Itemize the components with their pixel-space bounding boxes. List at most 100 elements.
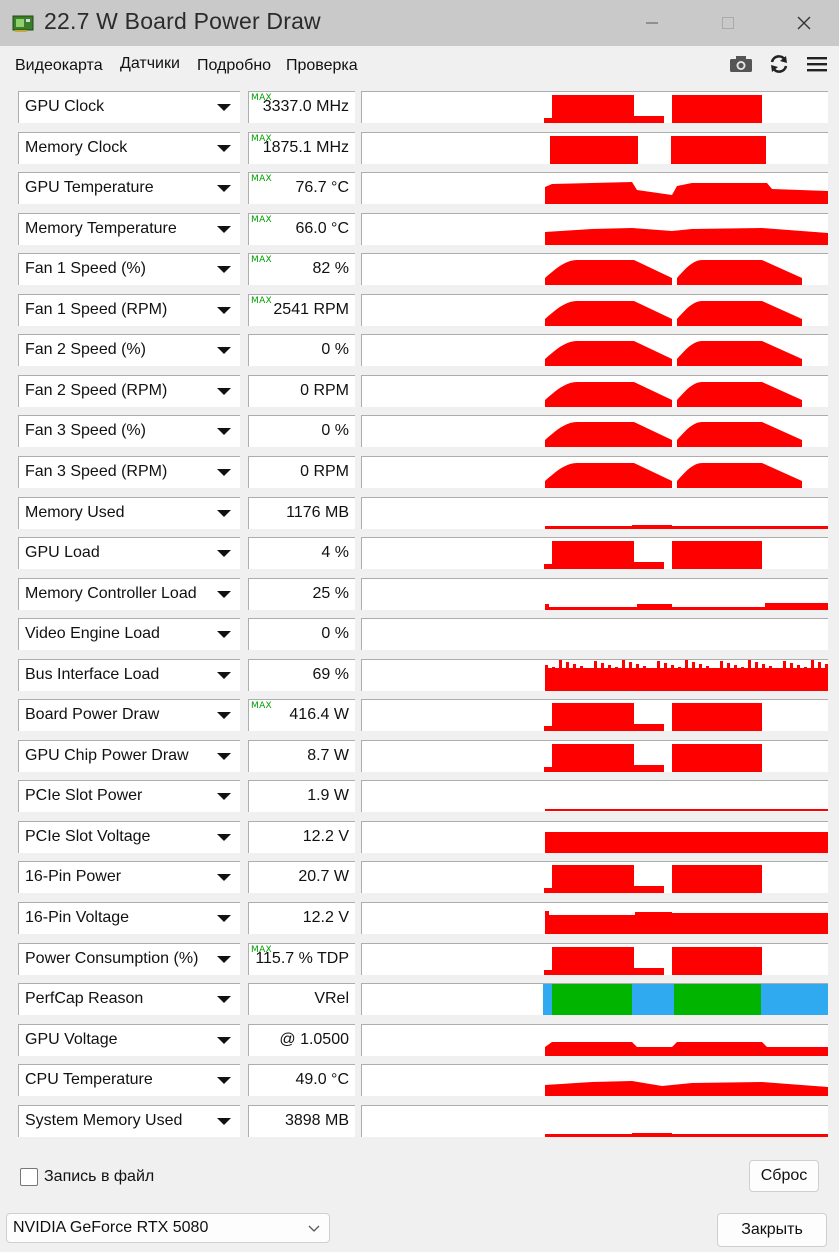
sensor-name-dropdown[interactable]: Fan 3 Speed (%) <box>18 415 240 448</box>
graph-segment <box>634 116 664 123</box>
sensor-value-box[interactable]: MAX 3337.0 MHz <box>248 91 355 123</box>
sensor-name: GPU Load <box>25 544 100 562</box>
sensor-name-dropdown[interactable]: Memory Used <box>18 496 240 529</box>
sensor-name-dropdown[interactable]: System Memory Used <box>18 1104 240 1137</box>
graph-segment <box>672 703 762 732</box>
sensor-name: Power Consumption (%) <box>25 949 199 967</box>
sensor-name-dropdown[interactable]: Fan 1 Speed (%) <box>18 253 240 286</box>
log-to-file-checkbox[interactable] <box>20 1168 38 1186</box>
graph-segment <box>544 118 554 123</box>
maximize-button[interactable] <box>698 0 758 46</box>
menu-icon[interactable] <box>803 52 831 76</box>
perfcap-pwr-segment <box>552 984 632 1016</box>
graph-segment <box>672 946 762 975</box>
sensor-value-box[interactable]: 4 % <box>248 537 355 570</box>
sensor-name-dropdown[interactable]: Board Power Draw <box>18 699 240 732</box>
sensor-value-box[interactable]: 12.2 V <box>248 902 355 934</box>
sensor-name-dropdown[interactable]: GPU Clock <box>18 91 240 123</box>
sensor-name: Memory Used <box>25 503 125 521</box>
sensor-row: GPU Temperature MAX 76.7 °C <box>0 172 839 205</box>
sensor-name-dropdown[interactable]: Fan 2 Speed (RPM) <box>18 374 240 407</box>
sensor-value-box[interactable]: 20.7 W <box>248 861 355 894</box>
sensor-name: Bus Interface Load <box>25 665 160 683</box>
dropdown-arrow-icon <box>217 428 231 436</box>
sensor-name-dropdown[interactable]: Video Engine Load <box>18 618 240 651</box>
graph-segment <box>677 318 802 326</box>
sensor-value-box[interactable]: MAX 2541 RPM <box>248 293 355 326</box>
sensor-name-dropdown[interactable]: Power Consumption (%) <box>18 942 240 975</box>
sensor-name-dropdown[interactable]: GPU Load <box>18 537 240 570</box>
graph-segment <box>545 359 672 367</box>
sensor-graph <box>361 739 828 772</box>
sensor-name-dropdown[interactable]: 16-Pin Power <box>18 861 240 894</box>
sensor-name-dropdown[interactable]: 16-Pin Voltage <box>18 902 240 934</box>
sensor-name-dropdown[interactable]: PerfCap Reason <box>18 983 240 1016</box>
sensor-name-dropdown[interactable]: Memory Temperature <box>18 212 240 245</box>
sensor-name-dropdown[interactable]: Fan 1 Speed (RPM) <box>18 293 240 326</box>
sensor-name-dropdown[interactable]: PCIe Slot Voltage <box>18 820 240 853</box>
graph-segment <box>545 603 549 610</box>
sensor-value-box[interactable]: 25 % <box>248 577 355 610</box>
sensor-name-dropdown[interactable]: Fan 2 Speed (%) <box>18 334 240 367</box>
graph-spike <box>713 667 716 671</box>
dropdown-arrow-icon <box>217 1036 231 1044</box>
sensor-name-dropdown[interactable]: Fan 3 Speed (RPM) <box>18 455 240 488</box>
sensor-value-box[interactable]: 0 RPM <box>248 455 355 488</box>
sensor-value-box[interactable]: @ 1.0500 <box>248 1023 355 1056</box>
sensor-value-box[interactable]: 1.9 W <box>248 780 355 813</box>
sensor-name-dropdown[interactable]: Memory Clock <box>18 131 240 164</box>
sensor-name-dropdown[interactable]: GPU Voltage <box>18 1023 240 1056</box>
sensor-value-box[interactable]: 8.7 W <box>248 739 355 772</box>
close-window-button[interactable] <box>774 0 834 46</box>
sensor-value-box[interactable]: 0 RPM <box>248 374 355 407</box>
sensor-value-box[interactable]: 0 % <box>248 334 355 367</box>
sensor-value-box[interactable]: VRel <box>248 983 355 1016</box>
sensor-value-box[interactable]: MAX 115.7 % TDP <box>248 942 355 975</box>
sensor-value: 1875.1 MHz <box>262 138 349 156</box>
sensor-value-box[interactable]: 1176 MB <box>248 496 355 529</box>
title-bar[interactable]: 22.7 W Board Power Draw <box>0 0 839 46</box>
sensor-graph <box>361 983 828 1016</box>
sensor-graph-plot <box>545 182 828 205</box>
graph-spike <box>699 663 702 671</box>
sensor-value-box[interactable]: MAX 66.0 °C <box>248 212 355 245</box>
sensor-value-box[interactable]: 0 % <box>248 618 355 651</box>
reset-button[interactable]: Сброс <box>749 1160 819 1192</box>
sensor-value-box[interactable]: 12.2 V <box>248 820 355 853</box>
close-button[interactable]: Закрыть <box>717 1213 827 1247</box>
graph-segment <box>545 606 828 610</box>
sensor-value-box[interactable]: MAX 1875.1 MHz <box>248 131 355 164</box>
graph-spike <box>706 665 709 671</box>
sensor-name: Fan 2 Speed (%) <box>25 341 146 359</box>
sensor-name-dropdown[interactable]: CPU Temperature <box>18 1064 240 1097</box>
sensor-value-box[interactable]: 3898 MB <box>248 1104 355 1137</box>
sensor-name-dropdown[interactable]: Bus Interface Load <box>18 658 240 691</box>
sensor-value-box[interactable]: 0 % <box>248 415 355 448</box>
sensor-name-dropdown[interactable]: GPU Chip Power Draw <box>18 739 240 772</box>
sensor-graph-plot <box>544 95 762 123</box>
sensor-name-dropdown[interactable]: Memory Controller Load <box>18 577 240 610</box>
tab-sensors[interactable]: Датчики <box>120 55 180 72</box>
sensor-value-box[interactable]: 49.0 °C <box>248 1064 355 1097</box>
sensor-name-dropdown[interactable]: PCIe Slot Power <box>18 780 240 813</box>
sensor-value-box[interactable]: 69 % <box>248 658 355 691</box>
sensor-value-box[interactable]: MAX 82 % <box>248 253 355 286</box>
tab-validation[interactable]: Проверка <box>286 57 358 74</box>
refresh-icon[interactable] <box>765 52 793 76</box>
tab-graphics-card[interactable]: Видеокарта <box>15 57 103 74</box>
camera-icon[interactable] <box>727 52 755 76</box>
graph-spike <box>741 666 744 671</box>
sensor-value: 25 % <box>312 584 349 602</box>
gpu-select-value: NVIDIA GeForce RTX 5080 <box>13 1219 209 1236</box>
graph-segment <box>545 399 672 407</box>
sensor-name-dropdown[interactable]: GPU Temperature <box>18 172 240 205</box>
gpu-select[interactable]: NVIDIA GeForce RTX 5080 <box>6 1213 330 1243</box>
sensor-name: Video Engine Load <box>25 625 160 643</box>
sensor-value-box[interactable]: MAX 416.4 W <box>248 699 355 732</box>
dropdown-arrow-icon <box>217 1077 231 1085</box>
minimize-button[interactable] <box>622 0 682 46</box>
tab-advanced[interactable]: Подробно <box>197 57 272 74</box>
sensor-value-box[interactable]: MAX 76.7 °C <box>248 172 355 205</box>
graph-segment <box>552 541 634 570</box>
graph-segment <box>552 703 634 732</box>
